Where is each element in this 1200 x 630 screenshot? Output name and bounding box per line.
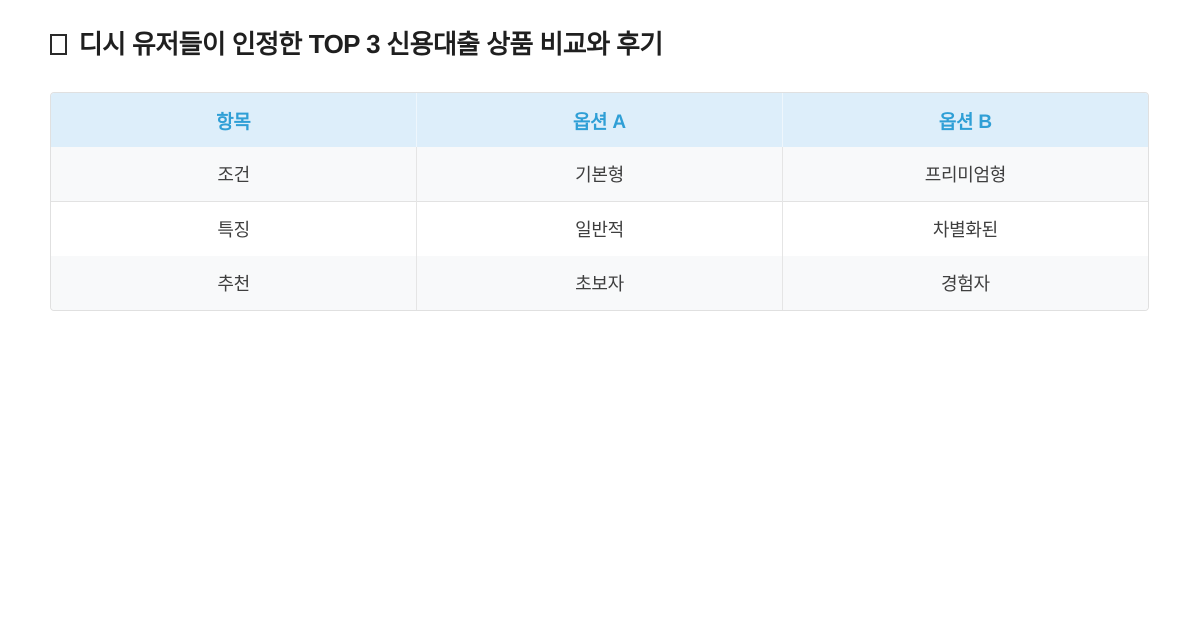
table-cell: 경험자 bbox=[781, 256, 1148, 310]
table-row: 특징 일반적 차별화된 bbox=[51, 201, 1148, 256]
table-cell: 일반적 bbox=[416, 201, 783, 256]
column-header-option-b: 옵션 B bbox=[781, 93, 1148, 147]
table-cell: 특징 bbox=[217, 220, 250, 240]
table-row: 조건 기본형 프리미엄형 bbox=[51, 147, 1148, 202]
table-cell: 초보자 bbox=[416, 256, 783, 310]
table-cell: 차별화된 bbox=[781, 201, 1148, 256]
column-header-option-a: 옵션 A bbox=[416, 93, 783, 147]
missing-glyph-icon bbox=[50, 33, 67, 55]
table-header-row: 항목 옵션 A 옵션 B bbox=[51, 93, 1148, 147]
comparison-table: 항목 옵션 A 옵션 B 조건 기본형 프리미엄형 특징 일반적 차별화된 추천 bbox=[50, 92, 1149, 311]
table-row: 추천 초보자 경험자 bbox=[51, 256, 1148, 310]
page-title: 디시 유저들이 인정한 TOP 3 신용대출 상품 비교와 후기 bbox=[50, 28, 664, 60]
table-cell: 조건 bbox=[217, 165, 250, 185]
column-header-item: 항목 bbox=[51, 93, 417, 147]
table-cell: 프리미엄형 bbox=[781, 147, 1148, 202]
page-title-text: 디시 유저들이 인정한 TOP 3 신용대출 상품 비교와 후기 bbox=[79, 29, 664, 59]
table-cell: 기본형 bbox=[416, 147, 783, 202]
table-cell: 추천 bbox=[217, 274, 250, 294]
